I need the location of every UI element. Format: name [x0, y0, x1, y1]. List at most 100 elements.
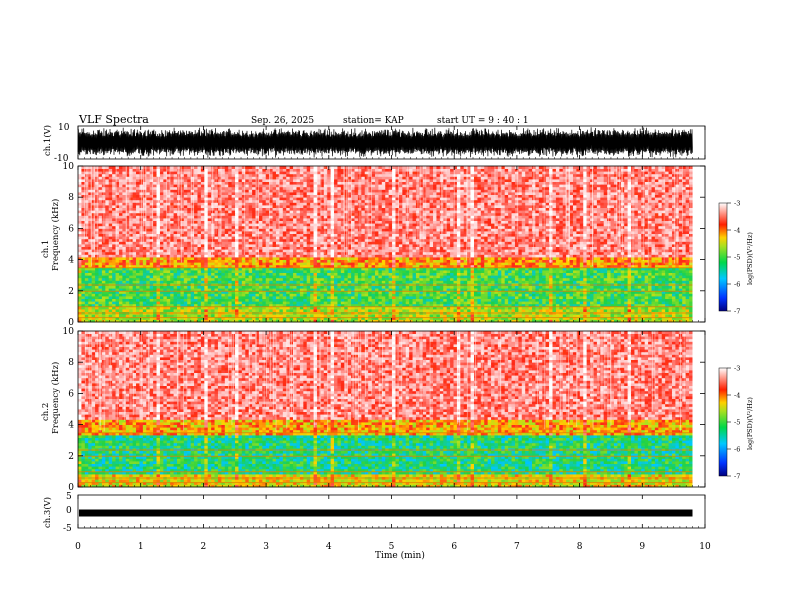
- ch1-spec-cell: [553, 283, 557, 286]
- ch1-spec-cell: [184, 296, 188, 299]
- ch1-spec-cell: [471, 293, 475, 296]
- ch1-spec-cell: [368, 301, 372, 304]
- ch1-spec-cell: [180, 299, 184, 302]
- ch1-spec-cell: [122, 293, 126, 296]
- ch1-spec-cell: [283, 288, 287, 291]
- ch1-spec-cell: [467, 296, 471, 299]
- ch1-spec-cell: [450, 309, 454, 312]
- ch1-spec-cell: [215, 286, 219, 289]
- ch1-spec-cell: [631, 280, 635, 283]
- ch1-spec-cell: [341, 296, 345, 299]
- ch1-spec-cell: [163, 296, 167, 299]
- ch1-spec-cell: [658, 309, 662, 312]
- ch1-spec-cell: [471, 314, 475, 317]
- ch1-spec-cell: [324, 304, 328, 307]
- ch1-spec-cell: [293, 309, 297, 312]
- ch1-spec-cell: [348, 293, 352, 296]
- ch1-spec-cell: [266, 293, 270, 296]
- ch1-spec-cell: [221, 299, 225, 302]
- ch1-spec-cell: [143, 317, 147, 320]
- ch1-spec-cell: [327, 304, 331, 307]
- ch1-spec-cell: [518, 304, 522, 307]
- ch1-spec-cell: [348, 317, 352, 320]
- ch1-spec-cell: [167, 317, 171, 320]
- ch1-spec-cell: [494, 283, 498, 286]
- ch1-spec-cell: [238, 299, 242, 302]
- ch1-spec-cell: [508, 286, 512, 289]
- ch1-spec-cell: [447, 286, 451, 289]
- ch1-spec-cell: [423, 296, 427, 299]
- ch1-spec-cell: [440, 304, 444, 307]
- ch1-spec-cell: [95, 301, 99, 304]
- ch1-spec-cell: [378, 309, 382, 312]
- ch1-spec-cell: [525, 304, 529, 307]
- ch1-spec-cell: [686, 309, 690, 312]
- ch1-spec-cell: [95, 304, 99, 307]
- ch1-spec-cell: [628, 286, 632, 289]
- ch1-spec-cell: [358, 288, 362, 291]
- ch1-spec-cell: [320, 288, 324, 291]
- ch1-spec-cell: [634, 301, 638, 304]
- ch1-spec-cell: [249, 314, 253, 317]
- ch1-spec-cell: [689, 317, 693, 320]
- ch1-spec-cell: [331, 293, 335, 296]
- ch1-spec-cell: [286, 280, 290, 283]
- ch1-spec-cell: [553, 293, 557, 296]
- ch1-spec-cell: [252, 301, 256, 304]
- ch1-spec-cell: [505, 314, 509, 317]
- ch1-spec-cell: [180, 301, 184, 304]
- ch1-spec-cell: [256, 288, 260, 291]
- ch1-spec-cell: [88, 296, 92, 299]
- ch1-spec-cell: [580, 280, 584, 283]
- ch1-spec-cell: [266, 314, 270, 317]
- ch1-spec-cell: [416, 309, 420, 312]
- ch1-spec-cell: [372, 299, 376, 302]
- ch1-spec-cell: [337, 296, 341, 299]
- ch1-spec-cell: [242, 299, 246, 302]
- ch1-spec-cell: [494, 288, 498, 291]
- ch1-spec-cell: [184, 304, 188, 307]
- ch1-spec-cell: [102, 288, 106, 291]
- ch1-spec-cell: [215, 278, 219, 281]
- ch1-spec-cell: [655, 283, 659, 286]
- ch1-spec-cell: [293, 299, 297, 302]
- ch1-spec-cell: [553, 299, 557, 302]
- ch1-spec-cell: [600, 286, 604, 289]
- ch1-spec-cell: [122, 280, 126, 283]
- ch1-spec-cell: [471, 280, 475, 283]
- ch1-spec-cell: [518, 283, 522, 286]
- ch1-spec-cell: [215, 299, 219, 302]
- ch1-spec-cell: [361, 296, 365, 299]
- ch1-spec-cell: [682, 283, 686, 286]
- ch1-spec-cell: [129, 293, 133, 296]
- ch1-spec-cell: [549, 301, 553, 304]
- ch1-spec-cell: [686, 278, 690, 281]
- ch1-spec-cell: [153, 296, 157, 299]
- ch1-spec-cell: [211, 288, 215, 291]
- ch1-spec-cell: [419, 317, 423, 320]
- ch1-spec-cell: [337, 280, 341, 283]
- ch1-spec-cell: [430, 286, 434, 289]
- ch1-spec-cell: [157, 293, 161, 296]
- ch1-spec-cell: [201, 296, 205, 299]
- ch1-spec-cell: [416, 299, 420, 302]
- ch1-spec-cell: [232, 309, 236, 312]
- ch1-spec-cell: [225, 301, 229, 304]
- ch1-spec-cell: [170, 304, 174, 307]
- ch1-spec-cell: [682, 278, 686, 281]
- ch1-spec-cell: [201, 314, 205, 317]
- ch1-spec-cell: [413, 304, 417, 307]
- ch1-spec-cell: [689, 299, 693, 302]
- ch1-spec-cell: [88, 275, 92, 278]
- ch1-spec-cell: [191, 296, 195, 299]
- ch1-spec-cell: [88, 309, 92, 312]
- ch1-spec-cell: [170, 288, 174, 291]
- ch1-spec-cell: [256, 301, 260, 304]
- ch1-spec-cell: [310, 304, 314, 307]
- ch1-spec-cell: [553, 301, 557, 304]
- ch1-spec-cell: [559, 278, 563, 281]
- ch1-spec-cell: [225, 278, 229, 281]
- ch1-spec-cell: [378, 280, 382, 283]
- ch1-spec-cell: [177, 278, 181, 281]
- ch1-spec-cell: [443, 309, 447, 312]
